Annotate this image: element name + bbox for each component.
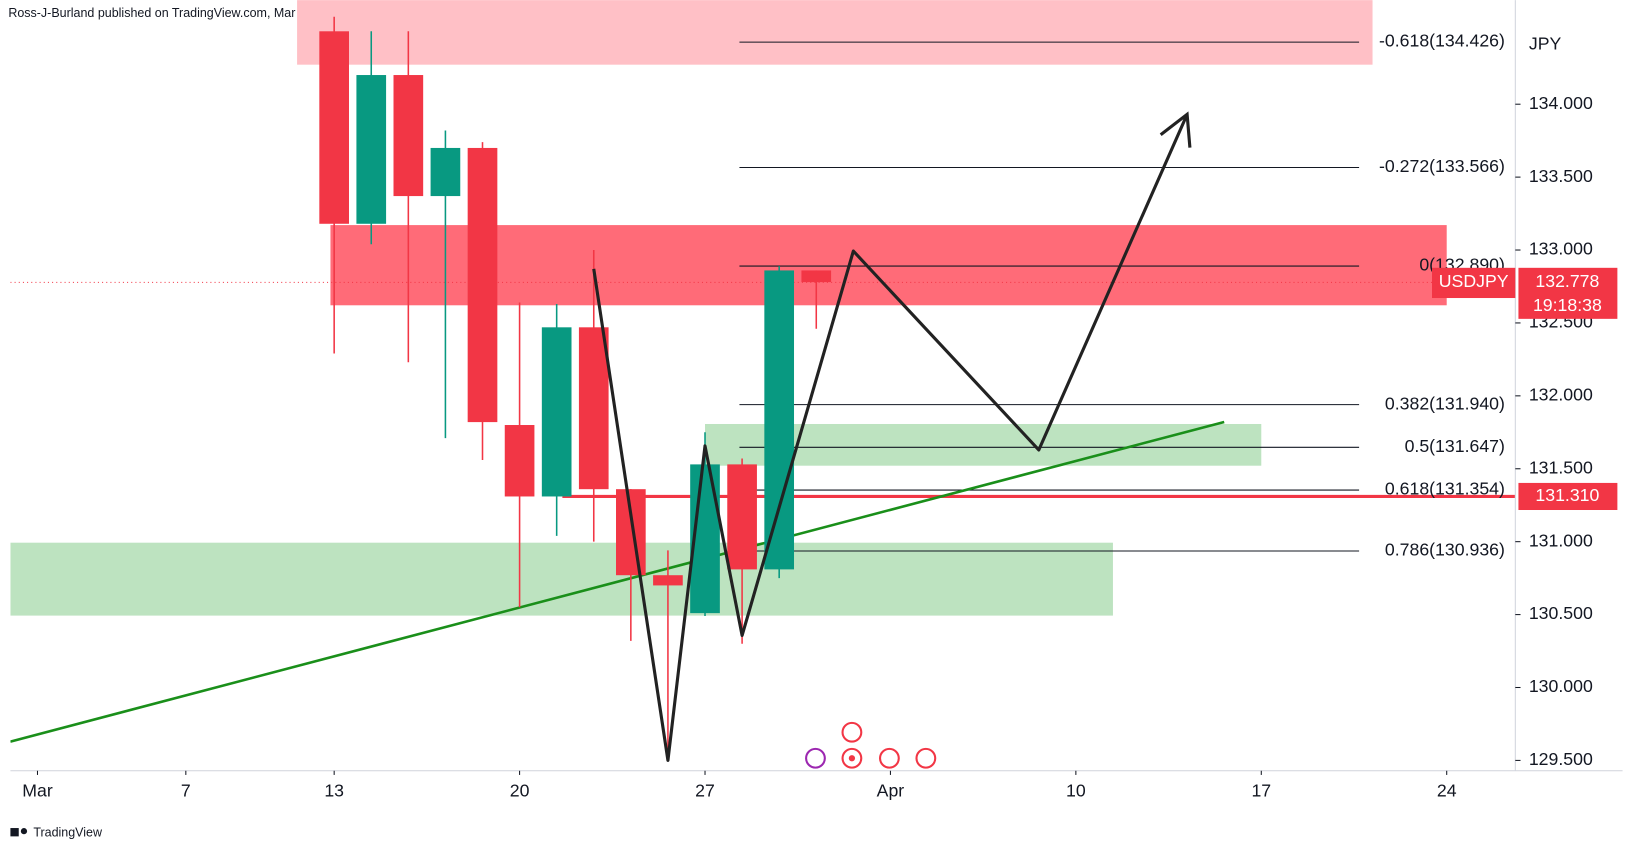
candle-body <box>467 147 498 423</box>
x-tick-label: 27 <box>695 780 715 800</box>
zone <box>10 542 1113 616</box>
trend-line <box>10 420 1225 743</box>
level-tag <box>1518 482 1618 511</box>
logo-dot <box>20 828 28 835</box>
event-flag[interactable] <box>915 747 937 769</box>
y-tick-label: 131.500 <box>1529 457 1593 477</box>
event-flag[interactable] <box>878 747 900 769</box>
candle-body <box>504 425 535 497</box>
y-tick-label: 130.500 <box>1529 603 1593 623</box>
zone <box>297 0 1373 65</box>
candle-body <box>653 575 683 586</box>
fib-label: -0.618(134.426) <box>1379 31 1505 51</box>
x-tick-label: Apr <box>877 780 905 800</box>
event-dot <box>848 755 856 762</box>
projection-path <box>592 113 1189 762</box>
overlay: -0.618(134.426)-0.272(133.566)0(132.890)… <box>1379 31 1505 560</box>
y-tick-label: 129.500 <box>1529 749 1593 769</box>
fib-label: 0.5(131.647) <box>1405 436 1505 456</box>
plot-area <box>10 0 1516 762</box>
x-tick-label: 13 <box>324 780 344 800</box>
candle-body <box>616 489 646 576</box>
footer-brand: TradingView <box>33 826 103 840</box>
y-tick-label: 131.000 <box>1529 530 1593 550</box>
price-tag <box>1518 267 1618 319</box>
candle-body <box>541 327 572 497</box>
event-dividend[interactable] <box>805 747 826 769</box>
symbol-tag <box>1431 267 1516 299</box>
event-icons <box>805 721 937 769</box>
y-tick-label: 133.000 <box>1529 239 1593 259</box>
x-tick-label: Mar <box>22 780 53 800</box>
projection-arrowhead <box>1159 111 1192 148</box>
candle-body <box>356 75 387 224</box>
x-tick-label: 20 <box>510 780 530 800</box>
countdown-label: 19:18:38 <box>1533 295 1602 315</box>
x-tick-label: 10 <box>1066 780 1086 800</box>
zone <box>330 225 1447 306</box>
footer-logo: TradingView <box>10 826 103 840</box>
y-tick-label: 133.500 <box>1529 166 1593 186</box>
y-tick-label: 132.000 <box>1529 385 1593 405</box>
x-tick-label: 24 <box>1437 780 1457 800</box>
candle-body <box>393 75 424 197</box>
candle-body <box>319 31 349 224</box>
y-tick-label: 134.000 <box>1529 93 1593 113</box>
candle-body <box>764 270 795 570</box>
level-tag-label: 131.310 <box>1535 485 1599 505</box>
candle-body <box>801 270 832 283</box>
fib-label: 0.618(131.354) <box>1385 479 1505 499</box>
candle-body <box>578 327 609 490</box>
x-tick-label: 17 <box>1251 780 1271 800</box>
price-tag-label: 132.778 <box>1535 271 1599 291</box>
fib-label: -0.272(133.566) <box>1379 156 1505 176</box>
candle-body <box>727 464 757 570</box>
symbol-tag-label: USDJPY <box>1439 271 1509 291</box>
event-flag[interactable] <box>841 721 863 743</box>
fib-label: 0.786(130.936) <box>1385 540 1505 560</box>
x-tick-label: 7 <box>181 780 191 800</box>
candle-body <box>430 147 461 197</box>
currency: JPY <box>1529 34 1562 54</box>
logo-mark <box>10 828 19 837</box>
y-tick-label: 130.000 <box>1529 676 1593 696</box>
fib-label: 0.382(131.940) <box>1385 393 1505 413</box>
